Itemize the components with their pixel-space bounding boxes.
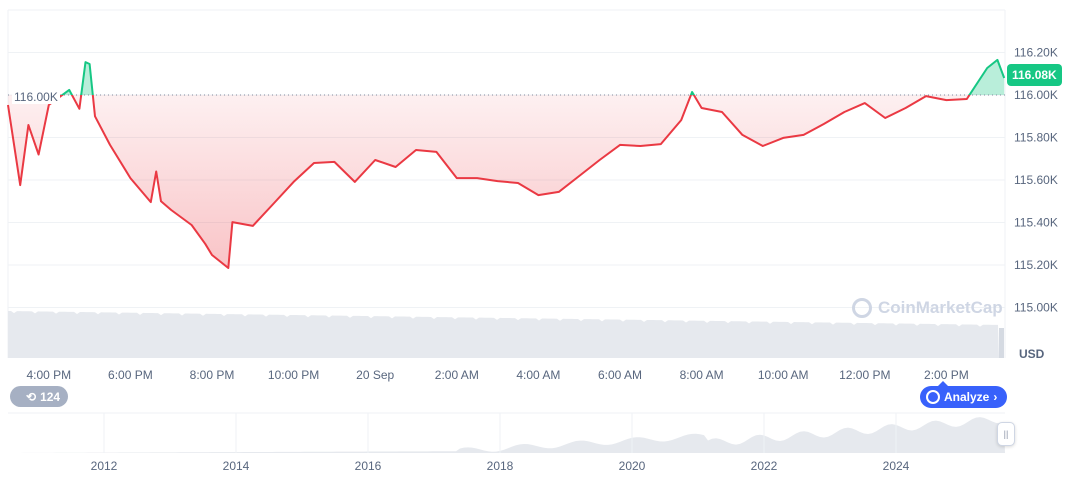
navigator-year-label: 2014 (223, 459, 250, 473)
volume-bars (8, 311, 999, 358)
navigator-year-label: 2018 (487, 459, 514, 473)
y-tick-label: 115.40K (1014, 216, 1058, 230)
x-tick-label: 8:00 PM (190, 368, 235, 382)
x-tick-label: 6:00 PM (108, 368, 153, 382)
navigator-year-label: 2022 (751, 459, 778, 473)
y-tick-label: 116.00K (1014, 88, 1058, 102)
x-tick-label: 12:00 PM (839, 368, 890, 382)
x-tick-label: 10:00 PM (268, 368, 319, 382)
analyze-label: Analyze (944, 390, 990, 404)
navigator-year-label: 2016 (355, 459, 382, 473)
y-tick-label: 115.80K (1014, 131, 1058, 145)
navigator-handle[interactable]: || (997, 422, 1015, 446)
cmc-ai-icon (926, 390, 940, 404)
y-tick-label: 116.20K (1014, 46, 1058, 60)
coinmarketcap-logo-icon (852, 298, 872, 318)
y-tick-label: 115.60K (1014, 173, 1058, 187)
navigator-year-label: 2020 (619, 459, 646, 473)
x-tick-label: 2:00 PM (924, 368, 969, 382)
y-tick-label: 115.00K (1014, 301, 1058, 315)
x-tick-label: 4:00 AM (516, 368, 560, 382)
navigator-history-area (8, 417, 1005, 453)
price-line-down (7, 95, 971, 269)
coinmarketcap-watermark: CoinMarketCap (852, 298, 1003, 318)
y-tick-label: 115.20K (1014, 258, 1058, 272)
x-tick-label: 2:00 AM (435, 368, 479, 382)
x-tick-label: 4:00 PM (26, 368, 71, 382)
x-tick-label: 8:00 AM (680, 368, 724, 382)
x-tick-label: 10:00 AM (758, 368, 809, 382)
navigator-year-label: 2012 (91, 459, 118, 473)
volume-bar-current (999, 328, 1004, 358)
x-tick-label: 20 Sep (356, 368, 394, 382)
baseline-label: 116.00K (12, 90, 60, 104)
history-badge[interactable]: ⟲ 124 (10, 386, 69, 407)
analyze-button[interactable]: Analyze › (920, 381, 1008, 408)
x-tick-label: 6:00 AM (598, 368, 642, 382)
currency-label: USD (1019, 347, 1045, 361)
chevron-right-icon: › (993, 390, 998, 404)
watermark-text: CoinMarketCap (878, 298, 1003, 317)
history-icon: ⟲ (26, 389, 37, 404)
current-price-tag: 116.08K (1007, 64, 1062, 86)
history-count: 124 (40, 389, 61, 404)
area-below-baseline (8, 95, 1005, 268)
navigator-year-label: 2024 (883, 459, 910, 473)
